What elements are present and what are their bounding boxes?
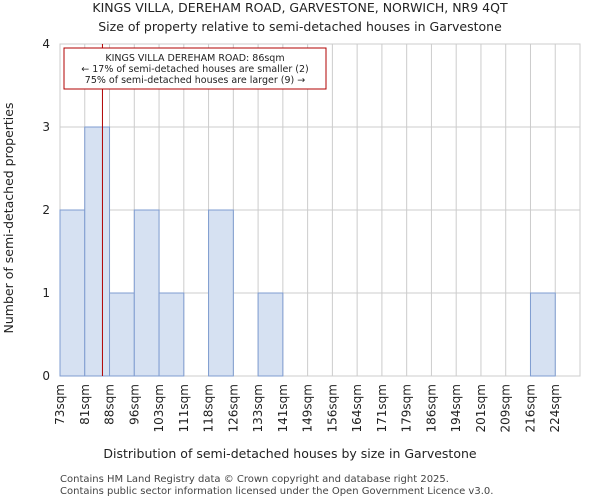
x-tick-label: 149sqm xyxy=(301,384,315,432)
annotation-line-1: KINGS VILLA DEREHAM ROAD: 86sqm xyxy=(105,53,284,64)
x-tick-label: 201sqm xyxy=(474,384,488,432)
y-tick-label: 4 xyxy=(42,37,50,51)
x-tick-label: 81sqm xyxy=(78,384,92,425)
x-tick-label: 171sqm xyxy=(375,384,389,432)
x-axis-ticks: 73sqm 81sqm 88sqm 96sqm 103sqm 111sqm 118sqm 12… xyxy=(53,384,562,432)
chart-subtitle: Size of property relative to semi-detach… xyxy=(98,19,502,34)
footer-line-1: Contains HM Land Registry data © Crown c… xyxy=(60,474,449,485)
y-tick-label: 0 xyxy=(42,369,50,383)
x-tick-label: 186sqm xyxy=(424,384,438,432)
bar-216sqm xyxy=(529,292,556,377)
x-tick-label: 209sqm xyxy=(499,384,513,432)
y-axis-ticks: 0 1 2 3 4 xyxy=(42,37,50,383)
x-tick-label: 118sqm xyxy=(202,384,216,432)
bar-133sqm xyxy=(257,292,284,377)
y-axis-label: Number of semi-detached properties xyxy=(1,103,16,334)
bar-88sqm xyxy=(109,292,135,377)
annotation-line-2: ← 17% of semi-detached houses are smalle… xyxy=(81,64,309,75)
x-tick-label: 96sqm xyxy=(127,384,141,425)
footer-line-2: Contains public sector information licen… xyxy=(60,486,493,497)
bar-118sqm xyxy=(208,209,234,377)
x-tick-label: 73sqm xyxy=(53,384,67,425)
bar-81sqm xyxy=(84,126,111,377)
chart-title: KINGS VILLA, DEREHAM ROAD, GARVESTONE, N… xyxy=(92,0,508,15)
bar-96sqm xyxy=(133,209,160,377)
x-tick-label: 126sqm xyxy=(226,384,240,432)
x-tick-label: 224sqm xyxy=(548,384,562,432)
x-tick-label: 111sqm xyxy=(177,384,191,432)
x-tick-label: 141sqm xyxy=(276,384,290,432)
y-tick-label: 2 xyxy=(42,203,50,217)
x-tick-label: 216sqm xyxy=(523,384,537,432)
x-tick-label: 194sqm xyxy=(449,384,463,432)
bar-73sqm xyxy=(59,209,86,377)
x-axis-label: Distribution of semi-detached houses by … xyxy=(103,446,476,461)
x-tick-label: 133sqm xyxy=(251,384,265,432)
x-tick-label: 179sqm xyxy=(400,384,414,432)
x-tick-label: 88sqm xyxy=(103,384,117,425)
x-tick-label: 103sqm xyxy=(152,384,166,432)
x-tick-label: 164sqm xyxy=(350,384,364,432)
y-tick-label: 1 xyxy=(42,286,50,300)
bars xyxy=(59,126,556,377)
annotation-box xyxy=(63,47,327,90)
bar-103sqm xyxy=(158,292,185,377)
annotation-line-3: 75% of semi-detached houses are larger (… xyxy=(85,75,305,86)
x-tick-label: 156sqm xyxy=(325,384,339,432)
y-tick-label: 3 xyxy=(42,120,50,134)
